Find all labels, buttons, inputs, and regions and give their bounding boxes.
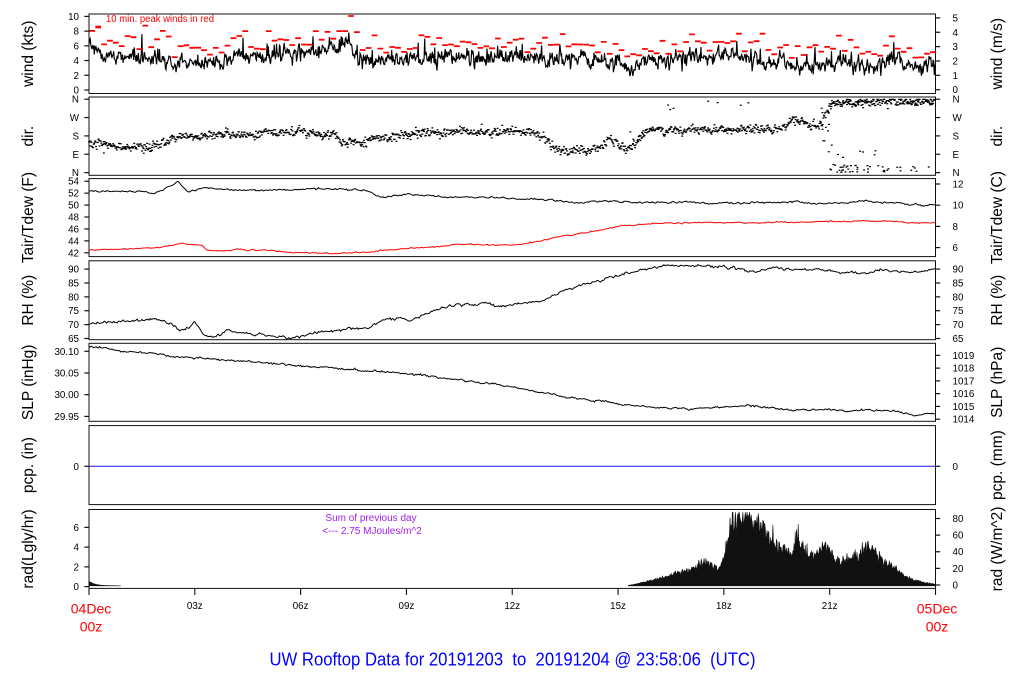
svg-text:6: 6 [953, 243, 959, 254]
svg-text:1016: 1016 [953, 389, 975, 400]
svg-text:5: 5 [953, 13, 959, 24]
svg-text:N: N [953, 95, 960, 106]
svg-text:10 min. peak winds in red: 10 min. peak winds in red [106, 14, 214, 25]
svg-text:42: 42 [68, 248, 79, 259]
svg-text:rad(Lgly/hr): rad(Lgly/hr) [20, 509, 37, 588]
svg-text:pcp. (in): pcp. (in) [20, 437, 37, 493]
svg-text:52: 52 [68, 189, 79, 200]
svg-text:65: 65 [953, 334, 964, 345]
svg-text:<--- 2.75 MJoules/m^2: <--- 2.75 MJoules/m^2 [322, 526, 422, 537]
svg-text:80: 80 [953, 514, 964, 525]
svg-text:1019: 1019 [953, 351, 975, 362]
svg-text:48: 48 [68, 213, 79, 224]
svg-text:W: W [70, 113, 80, 124]
svg-text:1014: 1014 [953, 415, 975, 426]
svg-text:18z: 18z [716, 601, 732, 612]
svg-text:3: 3 [953, 42, 959, 53]
svg-text:1015: 1015 [953, 402, 975, 413]
svg-text:0: 0 [953, 462, 959, 473]
svg-text:Tair/Tdew (C): Tair/Tdew (C) [989, 171, 1006, 264]
svg-text:03z: 03z [187, 601, 203, 612]
svg-text:80: 80 [953, 292, 964, 303]
svg-text:70: 70 [68, 320, 79, 331]
svg-text:80: 80 [68, 292, 79, 303]
svg-text:05Dec: 05Dec [917, 601, 957, 617]
svg-text:0: 0 [74, 86, 80, 97]
svg-text:8: 8 [953, 222, 959, 233]
svg-text:1017: 1017 [953, 376, 975, 387]
svg-text:1: 1 [953, 71, 958, 82]
svg-text:N: N [72, 95, 79, 106]
svg-text:12: 12 [953, 180, 964, 191]
svg-text:dir.: dir. [20, 126, 37, 147]
svg-text:0: 0 [74, 462, 80, 473]
svg-text:85: 85 [68, 278, 79, 289]
svg-text:00z: 00z [80, 619, 103, 635]
svg-text:15z: 15z [610, 601, 626, 612]
svg-text:RH (%): RH (%) [20, 275, 37, 326]
svg-text:N: N [953, 168, 960, 179]
svg-text:85: 85 [953, 278, 964, 289]
svg-text:2: 2 [953, 56, 958, 67]
svg-text:75: 75 [953, 306, 964, 317]
svg-text:10: 10 [953, 201, 964, 212]
svg-text:rad (W/m^2): rad (W/m^2) [989, 507, 1006, 592]
svg-text:1018: 1018 [953, 364, 975, 375]
svg-text:00z: 00z [926, 619, 949, 635]
svg-text:44: 44 [68, 236, 79, 247]
svg-text:10: 10 [68, 12, 79, 23]
svg-text:20: 20 [953, 564, 964, 575]
svg-text:60: 60 [953, 531, 964, 542]
svg-text:46: 46 [68, 224, 79, 235]
svg-text:29.95: 29.95 [54, 412, 79, 423]
svg-text:75: 75 [68, 306, 79, 317]
svg-text:S: S [72, 131, 79, 142]
svg-text:65: 65 [68, 334, 79, 345]
svg-text:30.00: 30.00 [54, 390, 79, 401]
svg-text:S: S [953, 131, 960, 142]
svg-text:N: N [72, 168, 79, 179]
svg-text:40: 40 [953, 547, 964, 558]
svg-text:2: 2 [74, 562, 79, 573]
svg-text:30.05: 30.05 [54, 368, 79, 379]
svg-text:54: 54 [68, 177, 79, 188]
svg-text:04Dec: 04Dec [71, 601, 111, 617]
svg-text:E: E [953, 150, 960, 161]
svg-text:30.10: 30.10 [54, 347, 79, 358]
svg-text:21z: 21z [822, 601, 838, 612]
svg-text:0: 0 [74, 582, 80, 593]
svg-text:wind (kts): wind (kts) [20, 21, 37, 88]
svg-text:50: 50 [68, 201, 79, 212]
svg-text:4: 4 [953, 28, 959, 39]
svg-text:06z: 06z [293, 601, 309, 612]
svg-text:0: 0 [953, 85, 959, 96]
svg-text:E: E [72, 150, 79, 161]
svg-text:12z: 12z [504, 601, 520, 612]
svg-text:wind (m/s): wind (m/s) [989, 18, 1006, 90]
svg-text:6: 6 [74, 523, 80, 534]
svg-text:Tair/Tdew (F): Tair/Tdew (F) [20, 172, 37, 263]
svg-text:0: 0 [953, 581, 959, 592]
svg-text:6: 6 [74, 41, 80, 52]
svg-text:90: 90 [68, 265, 79, 276]
svg-text:dir.: dir. [989, 126, 1006, 147]
svg-text:RH (%): RH (%) [989, 275, 1006, 326]
svg-text:70: 70 [953, 320, 964, 331]
svg-text:W: W [953, 113, 963, 124]
svg-text:Sum of previous day: Sum of previous day [325, 513, 416, 524]
svg-text:4: 4 [74, 543, 80, 554]
svg-text:2: 2 [74, 71, 79, 82]
svg-text:8: 8 [74, 27, 80, 38]
svg-text:SLP (inHg): SLP (inHg) [20, 345, 37, 421]
svg-text:09z: 09z [399, 601, 415, 612]
svg-text:4: 4 [74, 56, 80, 67]
svg-text:UW Rooftop Data for 20191203: UW Rooftop Data for 20191203 to 20191204… [270, 649, 756, 669]
svg-text:SLP (hPa): SLP (hPa) [989, 347, 1006, 418]
svg-text:90: 90 [953, 265, 964, 276]
svg-text:pcp. (mm): pcp. (mm) [989, 430, 1006, 500]
